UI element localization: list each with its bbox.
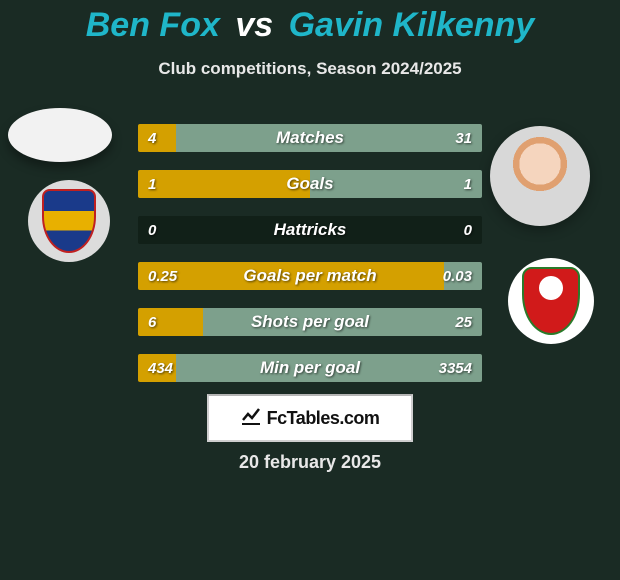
stat-value-left: 6 xyxy=(138,308,166,336)
player2-club-crest xyxy=(508,258,594,344)
season-subtitle: Club competitions, Season 2024/2025 xyxy=(0,59,620,79)
stat-row: 0 0Hattricks xyxy=(138,216,482,244)
shield-icon xyxy=(522,267,580,335)
vs-label: vs xyxy=(235,6,273,44)
chart-icon xyxy=(241,406,261,431)
stat-value-left: 0.25 xyxy=(138,262,187,290)
stat-value-right: 0 xyxy=(454,216,482,244)
stat-value-right: 31 xyxy=(445,124,482,152)
player1-name: Ben Fox xyxy=(86,6,220,44)
player1-club-crest xyxy=(28,180,110,262)
branding-text: FcTables.com xyxy=(267,408,380,429)
stat-value-right: 1 xyxy=(454,170,482,198)
stat-value-right: 25 xyxy=(445,308,482,336)
bar-right xyxy=(203,308,482,336)
stat-value-left: 0 xyxy=(138,216,166,244)
stat-value-left: 1 xyxy=(138,170,166,198)
player2-avatar xyxy=(490,126,590,226)
stat-value-left: 434 xyxy=(138,354,183,382)
player2-name: Gavin Kilkenny xyxy=(289,6,535,44)
stat-value-left: 4 xyxy=(138,124,166,152)
stat-row: 625Shots per goal xyxy=(138,308,482,336)
shield-icon xyxy=(42,189,96,253)
stat-value-right: 3354 xyxy=(429,354,482,382)
date-label: 20 february 2025 xyxy=(0,452,620,473)
stat-row: 11Goals xyxy=(138,170,482,198)
comparison-title: Ben Fox vs Gavin Kilkenny xyxy=(0,0,620,45)
branding-badge: FcTables.com xyxy=(207,394,413,442)
stat-row: 4343354Min per goal xyxy=(138,354,482,382)
stat-row: 0.250.03Goals per match xyxy=(138,262,482,290)
player1-avatar xyxy=(8,108,112,162)
stat-row: 431Matches xyxy=(138,124,482,152)
bar-right xyxy=(176,124,482,152)
stat-value-right: 0.03 xyxy=(433,262,482,290)
stats-table: 431Matches11Goals00Hattricks0.250.03Goal… xyxy=(138,124,482,400)
stat-label: Hattricks xyxy=(138,216,482,244)
